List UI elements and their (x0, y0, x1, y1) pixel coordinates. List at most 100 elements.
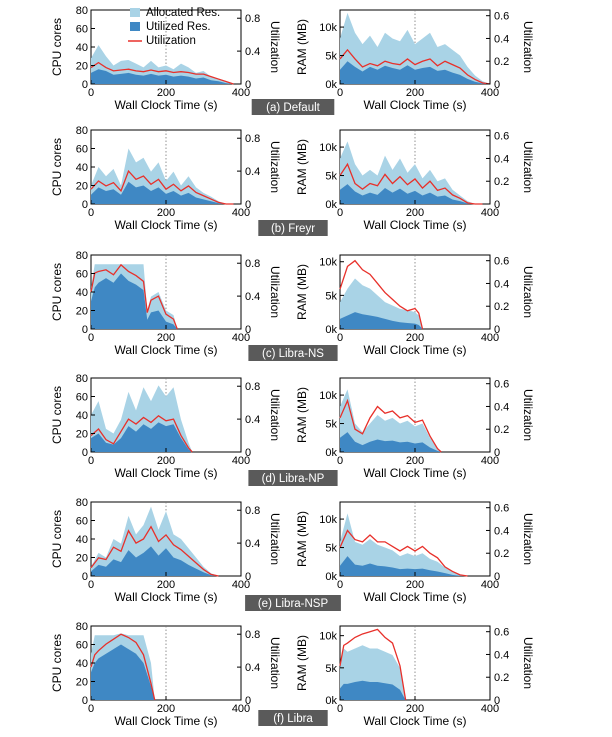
x-axis-label: Wall Clock Time (s) (115, 466, 218, 480)
x-tick-label: 0 (337, 579, 343, 591)
caption-2: (c) Libra-NS (248, 345, 338, 361)
y-axis-label: CPU cores (50, 18, 64, 76)
y2-axis-label: Utilization (521, 389, 535, 441)
y2-tick-label: 0.4 (494, 278, 509, 290)
panel-d-cpu: 0 20 40 60 80 0 0.4 0.8 0 200 400 CPU cores Utilizat… (50, 373, 282, 480)
x-tick-label: 400 (232, 332, 250, 344)
y-tick-label: 40 (76, 658, 88, 670)
y-axis-label: RAM (MB) (295, 139, 309, 195)
y2-tick-label: 0.2 (494, 424, 509, 436)
caption-text: (b) Freyr (271, 223, 315, 235)
x-axis-label: Wall Clock Time (s) (115, 343, 218, 357)
y-tick-label: 20 (76, 429, 88, 441)
panel-c-ram: 0k 5k 10k 0 0.2 0.4 0.6 0 200 400 RAM (MB) Utilizat… (295, 254, 535, 357)
y2-tick-label: 0 (245, 79, 251, 91)
panel-f-cpu: 0 20 40 60 80 0 0.4 0.8 0 200 400 CPU cores Utilizat… (50, 621, 282, 728)
legend-swatch (130, 22, 140, 31)
caption-text: (f) Libra (273, 713, 313, 725)
y2-tick-label: 0 (494, 695, 500, 707)
x-tick-label: 0 (88, 703, 94, 715)
y2-tick-label: 0.8 (245, 133, 260, 145)
caption-text: (c) Libra-NS (262, 348, 324, 360)
utilized-area (91, 546, 219, 576)
y2-tick-label: 0.6 (494, 256, 509, 268)
y2-tick-label: 0.6 (494, 131, 509, 143)
x-tick-label: 400 (481, 332, 499, 344)
legend-label: Utilized Res. (146, 21, 211, 33)
y2-tick-label: 0.4 (245, 662, 260, 674)
y-axis-label: RAM (MB) (295, 511, 309, 567)
y2-tick-label: 0.4 (494, 153, 509, 165)
y2-tick-label: 0.8 (245, 505, 260, 517)
x-axis-label: Wall Clock Time (s) (364, 590, 467, 604)
x-tick-label: 0 (337, 455, 343, 467)
y-tick-label: 0k (325, 571, 337, 583)
x-tick-label: 0 (88, 207, 94, 219)
y2-axis-label: Utilization (268, 21, 282, 73)
y2-tick-label: 0.6 (494, 503, 509, 515)
utilization-line (90, 169, 234, 205)
y-tick-label: 60 (76, 516, 88, 528)
x-axis-label: Wall Clock Time (s) (115, 98, 218, 112)
caption-box (258, 220, 328, 236)
x-tick-label: 200 (157, 703, 175, 715)
y-tick-label: 60 (76, 392, 88, 404)
y2-tick-label: 0.4 (245, 46, 260, 58)
x-tick-label: 400 (232, 207, 250, 219)
x-tick-label: 400 (481, 455, 499, 467)
y2-tick-label: 0.8 (245, 258, 260, 270)
x-tick-label: 0 (88, 87, 94, 99)
y2-tick-label: 0.8 (245, 381, 260, 393)
utilization-line (339, 162, 483, 205)
panel-a-cpu: 0 20 40 60 80 0 0.4 0.8 0 200 400 CPU cores Utilizat… (50, 5, 282, 112)
y2-tick-label: 0.4 (494, 525, 509, 537)
y-tick-label: 80 (76, 621, 88, 633)
x-axis-label: Wall Clock Time (s) (364, 466, 467, 480)
caption-4: (e) Libra-NSP (245, 595, 341, 611)
utilization-line (339, 398, 442, 453)
y-tick-label: 40 (76, 534, 88, 546)
y-tick-label: 80 (76, 497, 88, 509)
panel-c-cpu: 0 20 40 60 80 0 0.4 0.8 0 200 400 CPU cores Utilizat… (50, 250, 282, 357)
x-axis-label: Wall Clock Time (s) (115, 218, 218, 232)
x-tick-label: 200 (406, 87, 424, 99)
panel-e-ram: 0k 5k 10k 0 0.2 0.4 0.6 0 200 400 RAM (MB) Utilizat… (295, 501, 535, 604)
x-tick-label: 400 (481, 703, 499, 715)
utilization-line (339, 48, 491, 85)
utilization-line (90, 263, 178, 330)
allocated-area (340, 513, 468, 576)
utilized-area (340, 680, 406, 700)
x-tick-label: 400 (232, 455, 250, 467)
y-tick-label: 10k (319, 631, 337, 643)
y-tick-label: 80 (76, 5, 88, 17)
y-tick-label: 20 (76, 677, 88, 689)
y2-tick-label: 0 (245, 571, 251, 583)
y-tick-label: 0k (325, 695, 337, 707)
y-tick-label: 5k (325, 51, 337, 63)
x-axis-label: Wall Clock Time (s) (364, 343, 467, 357)
y-tick-label: 40 (76, 287, 88, 299)
x-axis-label: Wall Clock Time (s) (115, 714, 218, 728)
y-tick-label: 40 (76, 42, 88, 54)
y-tick-label: 0 (82, 199, 88, 211)
y2-tick-label: 0.6 (494, 11, 509, 23)
y-tick-label: 60 (76, 144, 88, 156)
utilized-area (91, 422, 193, 452)
panel-a-ram: 0k 5k 10k 0 0.2 0.4 0.6 0 200 400 RAM (MB) Utilizat… (295, 9, 535, 112)
x-axis-label: Wall Clock Time (s) (115, 590, 218, 604)
caption-3: (d) Libra-NP (248, 470, 338, 486)
allocated-area (340, 389, 442, 452)
panel-e-cpu: 0 20 40 60 80 0 0.4 0.8 0 200 400 CPU cores Utilizat… (50, 497, 282, 604)
y2-tick-label: 0.4 (494, 649, 509, 661)
y2-tick-label: 0 (245, 695, 251, 707)
panel-d-ram: 0k 5k 10k 0 0.2 0.4 0.6 0 200 400 RAM (MB) Utilizat… (295, 377, 535, 480)
y2-tick-label: 0 (494, 571, 500, 583)
y-tick-label: 0 (82, 571, 88, 583)
y-tick-label: 0k (325, 199, 337, 211)
y2-tick-label: 0.4 (245, 291, 260, 303)
y2-tick-label: 0 (245, 199, 251, 211)
x-tick-label: 400 (481, 87, 499, 99)
y-tick-label: 0 (82, 695, 88, 707)
y2-tick-label: 0.2 (494, 56, 509, 68)
